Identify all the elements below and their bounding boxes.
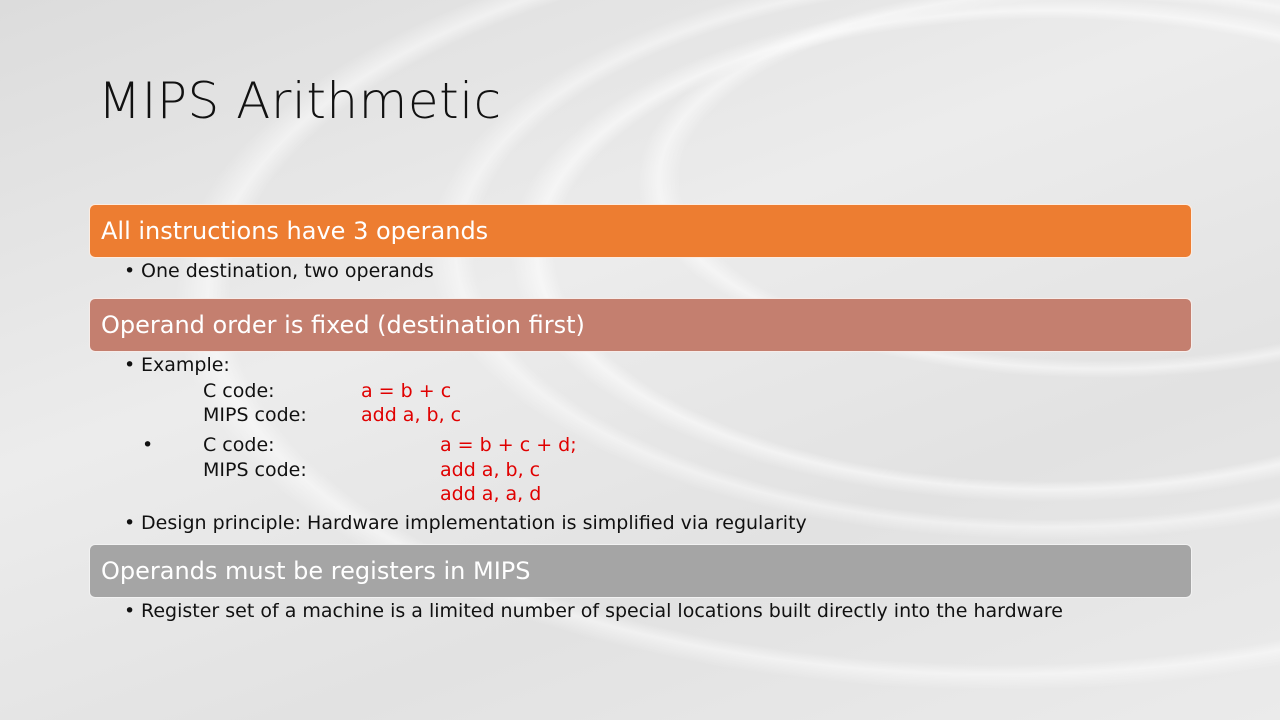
bullet-icon: • (142, 434, 154, 456)
section-header-operands: All instructions have 3 operands (89, 204, 1192, 258)
bullet-text: One destination, two operands (141, 260, 434, 282)
bullet-item: • Register set of a machine is a limited … (124, 600, 1063, 622)
mips-code-value: add a, a, d (440, 483, 542, 505)
c-code-label: C code: (203, 434, 275, 456)
c-code-value: a = b + c (361, 380, 452, 402)
bullet-text: Example: (141, 354, 230, 376)
mips-code-value: add a, b, c (361, 404, 462, 426)
bullet-text: Register set of a machine is a limited n… (141, 600, 1063, 622)
mips-code-label: MIPS code: (203, 459, 307, 481)
bullet-icon: • (124, 512, 136, 534)
bullet-icon: • (124, 354, 136, 376)
bullet-icon: • (124, 260, 136, 282)
mips-code-value: add a, b, c (440, 459, 541, 481)
mips-code-label: MIPS code: (203, 404, 307, 426)
slide-title: MIPS Arithmetic (98, 72, 502, 130)
section-header-registers: Operands must be registers in MIPS (89, 544, 1192, 598)
c-code-value: a = b + c + d; (440, 434, 577, 456)
bullet-text: Design principle: Hardware implementatio… (141, 512, 807, 534)
bullet-item: • One destination, two operands (124, 260, 434, 282)
c-code-label: C code: (203, 380, 275, 402)
bullet-icon: • (124, 600, 136, 622)
bullet-item: • Example: (124, 354, 230, 376)
bullet-item: • Design principle: Hardware implementati… (124, 512, 807, 534)
section-header-operand-order: Operand order is fixed (destination firs… (89, 298, 1192, 352)
